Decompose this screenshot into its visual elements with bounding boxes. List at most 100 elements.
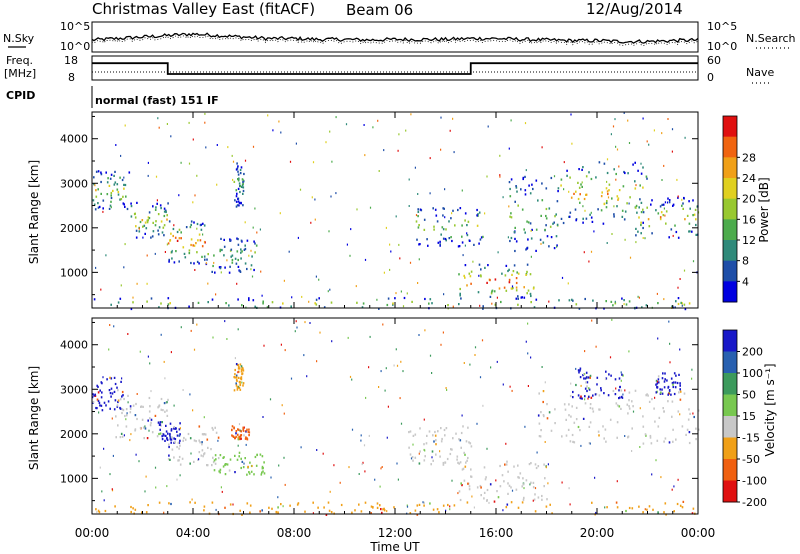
echo-cell — [651, 473, 653, 476]
echo-cell — [312, 512, 314, 515]
echo-cell — [451, 448, 453, 451]
echo-cell — [447, 304, 449, 307]
colorbar-swatch — [723, 281, 737, 303]
echo-cell — [168, 443, 170, 446]
echo-cell — [233, 180, 236, 183]
echo-cell — [499, 485, 502, 488]
echo-cell — [235, 363, 238, 366]
echo-cell — [99, 389, 101, 392]
echo-cell — [280, 343, 282, 346]
echo-cell — [236, 388, 239, 391]
echo-cell — [679, 384, 681, 387]
echo-cell — [256, 231, 258, 234]
echo-cell — [584, 297, 586, 301]
echo-cell — [215, 431, 218, 434]
echo-cell — [330, 511, 333, 514]
echo-cell — [241, 460, 244, 463]
echo-cell — [96, 398, 99, 401]
echo-cell — [205, 146, 207, 149]
echo-cell — [682, 500, 685, 503]
echo-cell — [243, 248, 246, 251]
echo-cell — [685, 433, 687, 436]
echo-cell — [667, 400, 669, 403]
echo-cell — [494, 278, 497, 281]
echo-cell — [242, 428, 244, 431]
echo-cell — [179, 422, 181, 425]
echo-cell — [100, 173, 103, 176]
echo-cell — [223, 245, 226, 248]
echo-cell — [534, 493, 536, 496]
echo-cell — [252, 299, 255, 302]
echo-cell — [107, 177, 109, 180]
echo-cell — [499, 464, 501, 468]
echo-cell — [562, 221, 565, 225]
echo-cell — [249, 461, 251, 464]
echo-cell — [354, 509, 356, 512]
velocity-panel-frame — [91, 317, 699, 515]
echo-cell — [671, 150, 673, 153]
echo-cell — [399, 397, 401, 400]
echo-cell — [211, 464, 213, 467]
echo-cell — [618, 397, 620, 400]
echo-cell — [104, 509, 107, 513]
echo-cell — [456, 455, 459, 458]
echo-cell — [610, 374, 612, 377]
echo-cell — [156, 202, 158, 205]
echo-cell — [267, 114, 269, 117]
echo-cell — [147, 161, 149, 164]
echo-cell — [228, 469, 231, 472]
echo-cell — [409, 430, 412, 433]
echo-cell — [129, 439, 131, 442]
echo-cell — [157, 421, 160, 424]
echo-cell — [636, 211, 638, 214]
xtick-label: 00:00 — [681, 526, 716, 540]
echo-cell — [538, 435, 541, 438]
echo-cell — [449, 508, 451, 511]
echo-cell — [147, 216, 150, 219]
echo-cell — [545, 466, 547, 469]
echo-cell — [476, 422, 478, 425]
echo-cell — [94, 184, 96, 187]
echo-cell — [239, 172, 242, 175]
echo-cell — [223, 456, 225, 459]
echo-cell — [534, 487, 537, 490]
echo-cell — [663, 386, 666, 389]
echo-cell — [627, 412, 629, 415]
colorbar-tick-label: 15 — [742, 410, 756, 423]
nsky-label: N.Sky — [3, 32, 35, 45]
echo-cell — [361, 463, 363, 466]
echo-cell — [169, 239, 171, 242]
echo-cell — [588, 442, 591, 445]
echo-cell — [483, 497, 485, 500]
echo-cell — [606, 171, 609, 175]
echo-cell — [289, 160, 292, 163]
echo-cell — [202, 222, 204, 225]
echo-cell — [432, 508, 435, 511]
echo-cell — [579, 367, 582, 370]
echo-cell — [169, 437, 172, 440]
echo-cell — [466, 224, 468, 227]
echo-cell — [416, 238, 418, 241]
echo-cell — [254, 242, 256, 245]
echo-cell — [527, 322, 529, 325]
echo-cell — [211, 270, 213, 273]
cpid-label: CPID — [6, 89, 35, 102]
echo-cell — [442, 463, 445, 466]
echo-cell — [283, 279, 285, 282]
echo-cell — [346, 243, 348, 246]
echo-cell — [231, 254, 234, 257]
echo-cell — [290, 305, 292, 308]
echo-cell — [640, 232, 642, 235]
echo-cell — [466, 234, 469, 237]
echo-cell — [600, 387, 602, 390]
echo-cell — [182, 389, 184, 391]
echo-cell — [349, 254, 351, 257]
echo-cell — [144, 427, 147, 430]
echo-cell — [493, 500, 496, 503]
echo-cell — [174, 438, 177, 441]
echo-cell — [429, 298, 432, 301]
echo-cell — [166, 438, 169, 441]
echo-cell — [645, 434, 647, 437]
echo-cell — [123, 176, 125, 179]
